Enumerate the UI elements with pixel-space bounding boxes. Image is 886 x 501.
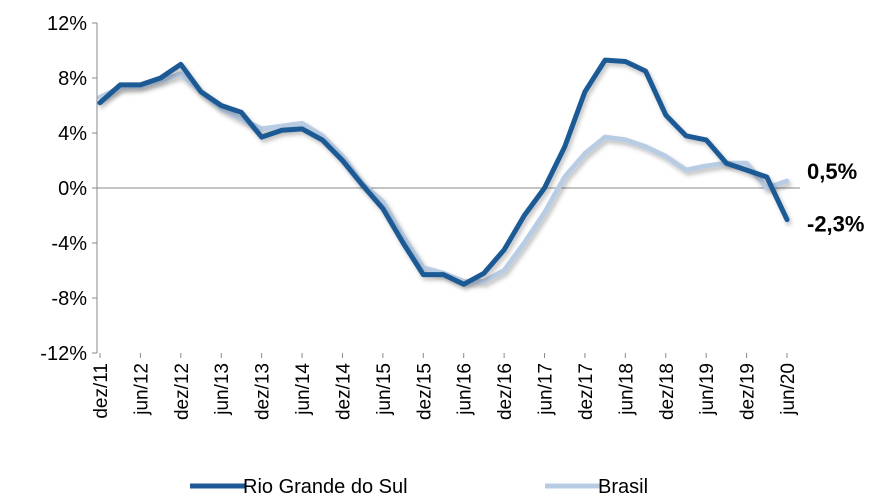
legend-label: Rio Grande do Sul xyxy=(243,476,408,496)
y-tick-label: 8% xyxy=(58,68,87,90)
x-tick-label: jun/17 xyxy=(536,363,557,416)
x-tick-label: jun/16 xyxy=(455,363,476,416)
y-tick-label: -12% xyxy=(40,343,87,365)
x-tick-label: dez/18 xyxy=(657,363,678,420)
y-tick-label: -4% xyxy=(51,233,87,255)
y-tick-label: 4% xyxy=(58,123,87,145)
end-label: -2,3% xyxy=(807,212,864,237)
x-tick-label: dez/12 xyxy=(172,363,193,420)
series-line xyxy=(97,71,790,284)
x-tick-label: dez/13 xyxy=(253,363,274,420)
x-tick-label: dez/17 xyxy=(576,363,597,420)
x-tick-label: dez/19 xyxy=(738,363,759,420)
x-tick-label: jun/20 xyxy=(778,363,799,416)
legend-label: Brasil xyxy=(598,476,648,496)
x-tick-label: jun/18 xyxy=(616,363,637,416)
x-tick-label: jun/15 xyxy=(374,363,395,416)
series-line xyxy=(97,57,790,287)
x-tick-label: jun/12 xyxy=(131,363,152,416)
x-tick-label: jun/14 xyxy=(293,363,314,416)
x-tick-label: dez/11 xyxy=(91,363,112,419)
x-tick-label: jun/19 xyxy=(697,363,718,416)
x-tick-label: dez/16 xyxy=(495,363,516,420)
y-tick-label: 12% xyxy=(47,13,87,35)
x-tick-label: dez/15 xyxy=(414,363,435,420)
x-tick-label: jun/13 xyxy=(212,363,233,416)
end-label: 0,5% xyxy=(807,159,857,184)
x-tick-label: dez/14 xyxy=(333,363,354,420)
y-tick-label: 0% xyxy=(58,178,87,200)
y-tick-label: -8% xyxy=(51,288,87,310)
